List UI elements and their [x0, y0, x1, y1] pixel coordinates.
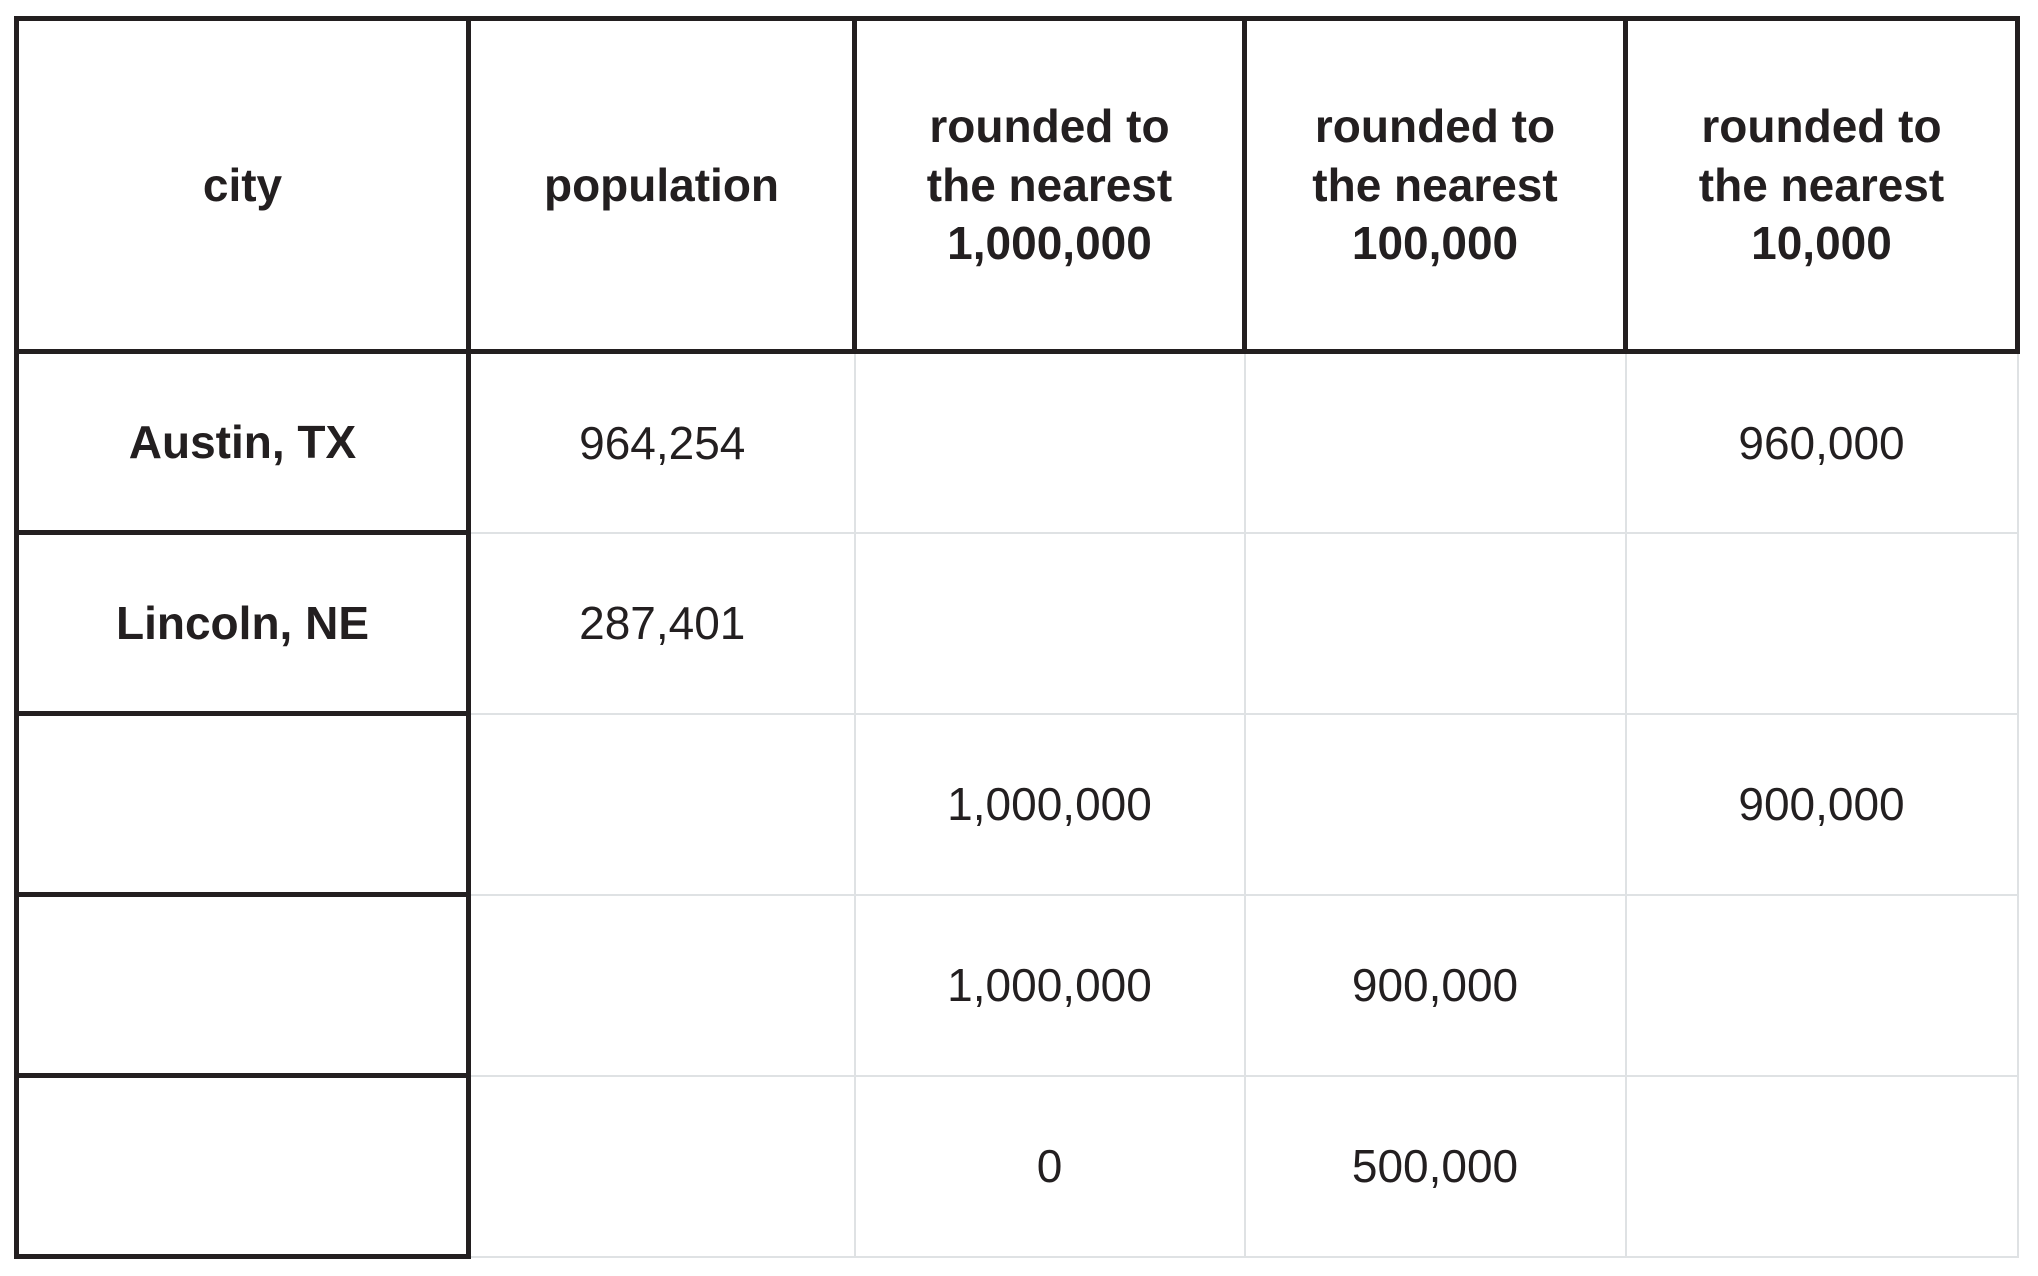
column-header-nearest-1000000: rounded to the nearest 1,000,000 — [852, 16, 1247, 354]
city-cell: Lincoln, NE — [14, 530, 471, 716]
table-row: Austin, TX 964,254 960,000 — [14, 349, 2019, 535]
rounded-100000-cell — [1243, 350, 1627, 534]
header-label-line: 10,000 — [1751, 217, 1892, 270]
table-row: 1,000,000 900,000 — [14, 892, 2019, 1078]
city-cell: Austin, TX — [14, 349, 471, 535]
table-row: Lincoln, NE 287,401 — [14, 530, 2019, 716]
rounded-1000000-cell: 1,000,000 — [853, 893, 1246, 1077]
rounded-100000-cell — [1243, 712, 1627, 896]
rounded-10000-cell: 900,000 — [1624, 712, 2019, 896]
rounded-100000-cell: 900,000 — [1243, 893, 1627, 1077]
population-cell: 964,254 — [467, 350, 856, 534]
header-label-line: 100,000 — [1351, 217, 1519, 270]
column-header-city: city — [14, 16, 471, 354]
rounded-1000000-cell — [853, 350, 1246, 534]
rounded-100000-cell: 500,000 — [1243, 1074, 1627, 1258]
header-label: population — [543, 158, 780, 211]
population-cell — [467, 712, 856, 896]
population-cell — [467, 893, 856, 1077]
city-cell — [14, 1073, 471, 1259]
table-row: 1,000,000 900,000 — [14, 711, 2019, 897]
rounded-10000-cell: 960,000 — [1624, 350, 2019, 534]
header-label-line: rounded to — [929, 99, 1170, 152]
header-label-line: 1,000,000 — [947, 217, 1152, 270]
rounded-10000-cell — [1624, 531, 2019, 715]
city-cell — [14, 892, 471, 1078]
header-label-line: the nearest — [926, 158, 1173, 211]
rounded-100000-cell — [1243, 531, 1627, 715]
column-header-population: population — [466, 16, 857, 354]
rounded-1000000-cell: 1,000,000 — [853, 712, 1246, 896]
rounded-1000000-cell: 0 — [853, 1074, 1246, 1258]
rounded-10000-cell — [1624, 1074, 2019, 1258]
rounded-1000000-cell — [853, 531, 1246, 715]
table-row: 0 500,000 — [14, 1073, 2019, 1259]
column-header-nearest-10000: rounded to the nearest 10,000 — [1623, 16, 2020, 354]
rounding-table: city population rounded to the nearest 1… — [14, 16, 2020, 1259]
rounded-10000-cell — [1624, 893, 2019, 1077]
population-cell — [467, 1074, 856, 1258]
header-row: city population rounded to the nearest 1… — [14, 16, 2020, 354]
header-label-line: rounded to — [1314, 99, 1556, 152]
header-label-line: the nearest — [1698, 158, 1945, 211]
header-label: city — [202, 158, 283, 211]
population-cell: 287,401 — [467, 531, 856, 715]
city-cell — [14, 711, 471, 897]
header-label-line: rounded to — [1701, 99, 1942, 152]
column-header-nearest-100000: rounded to the nearest 100,000 — [1242, 16, 1628, 354]
header-label-line: the nearest — [1312, 158, 1558, 211]
